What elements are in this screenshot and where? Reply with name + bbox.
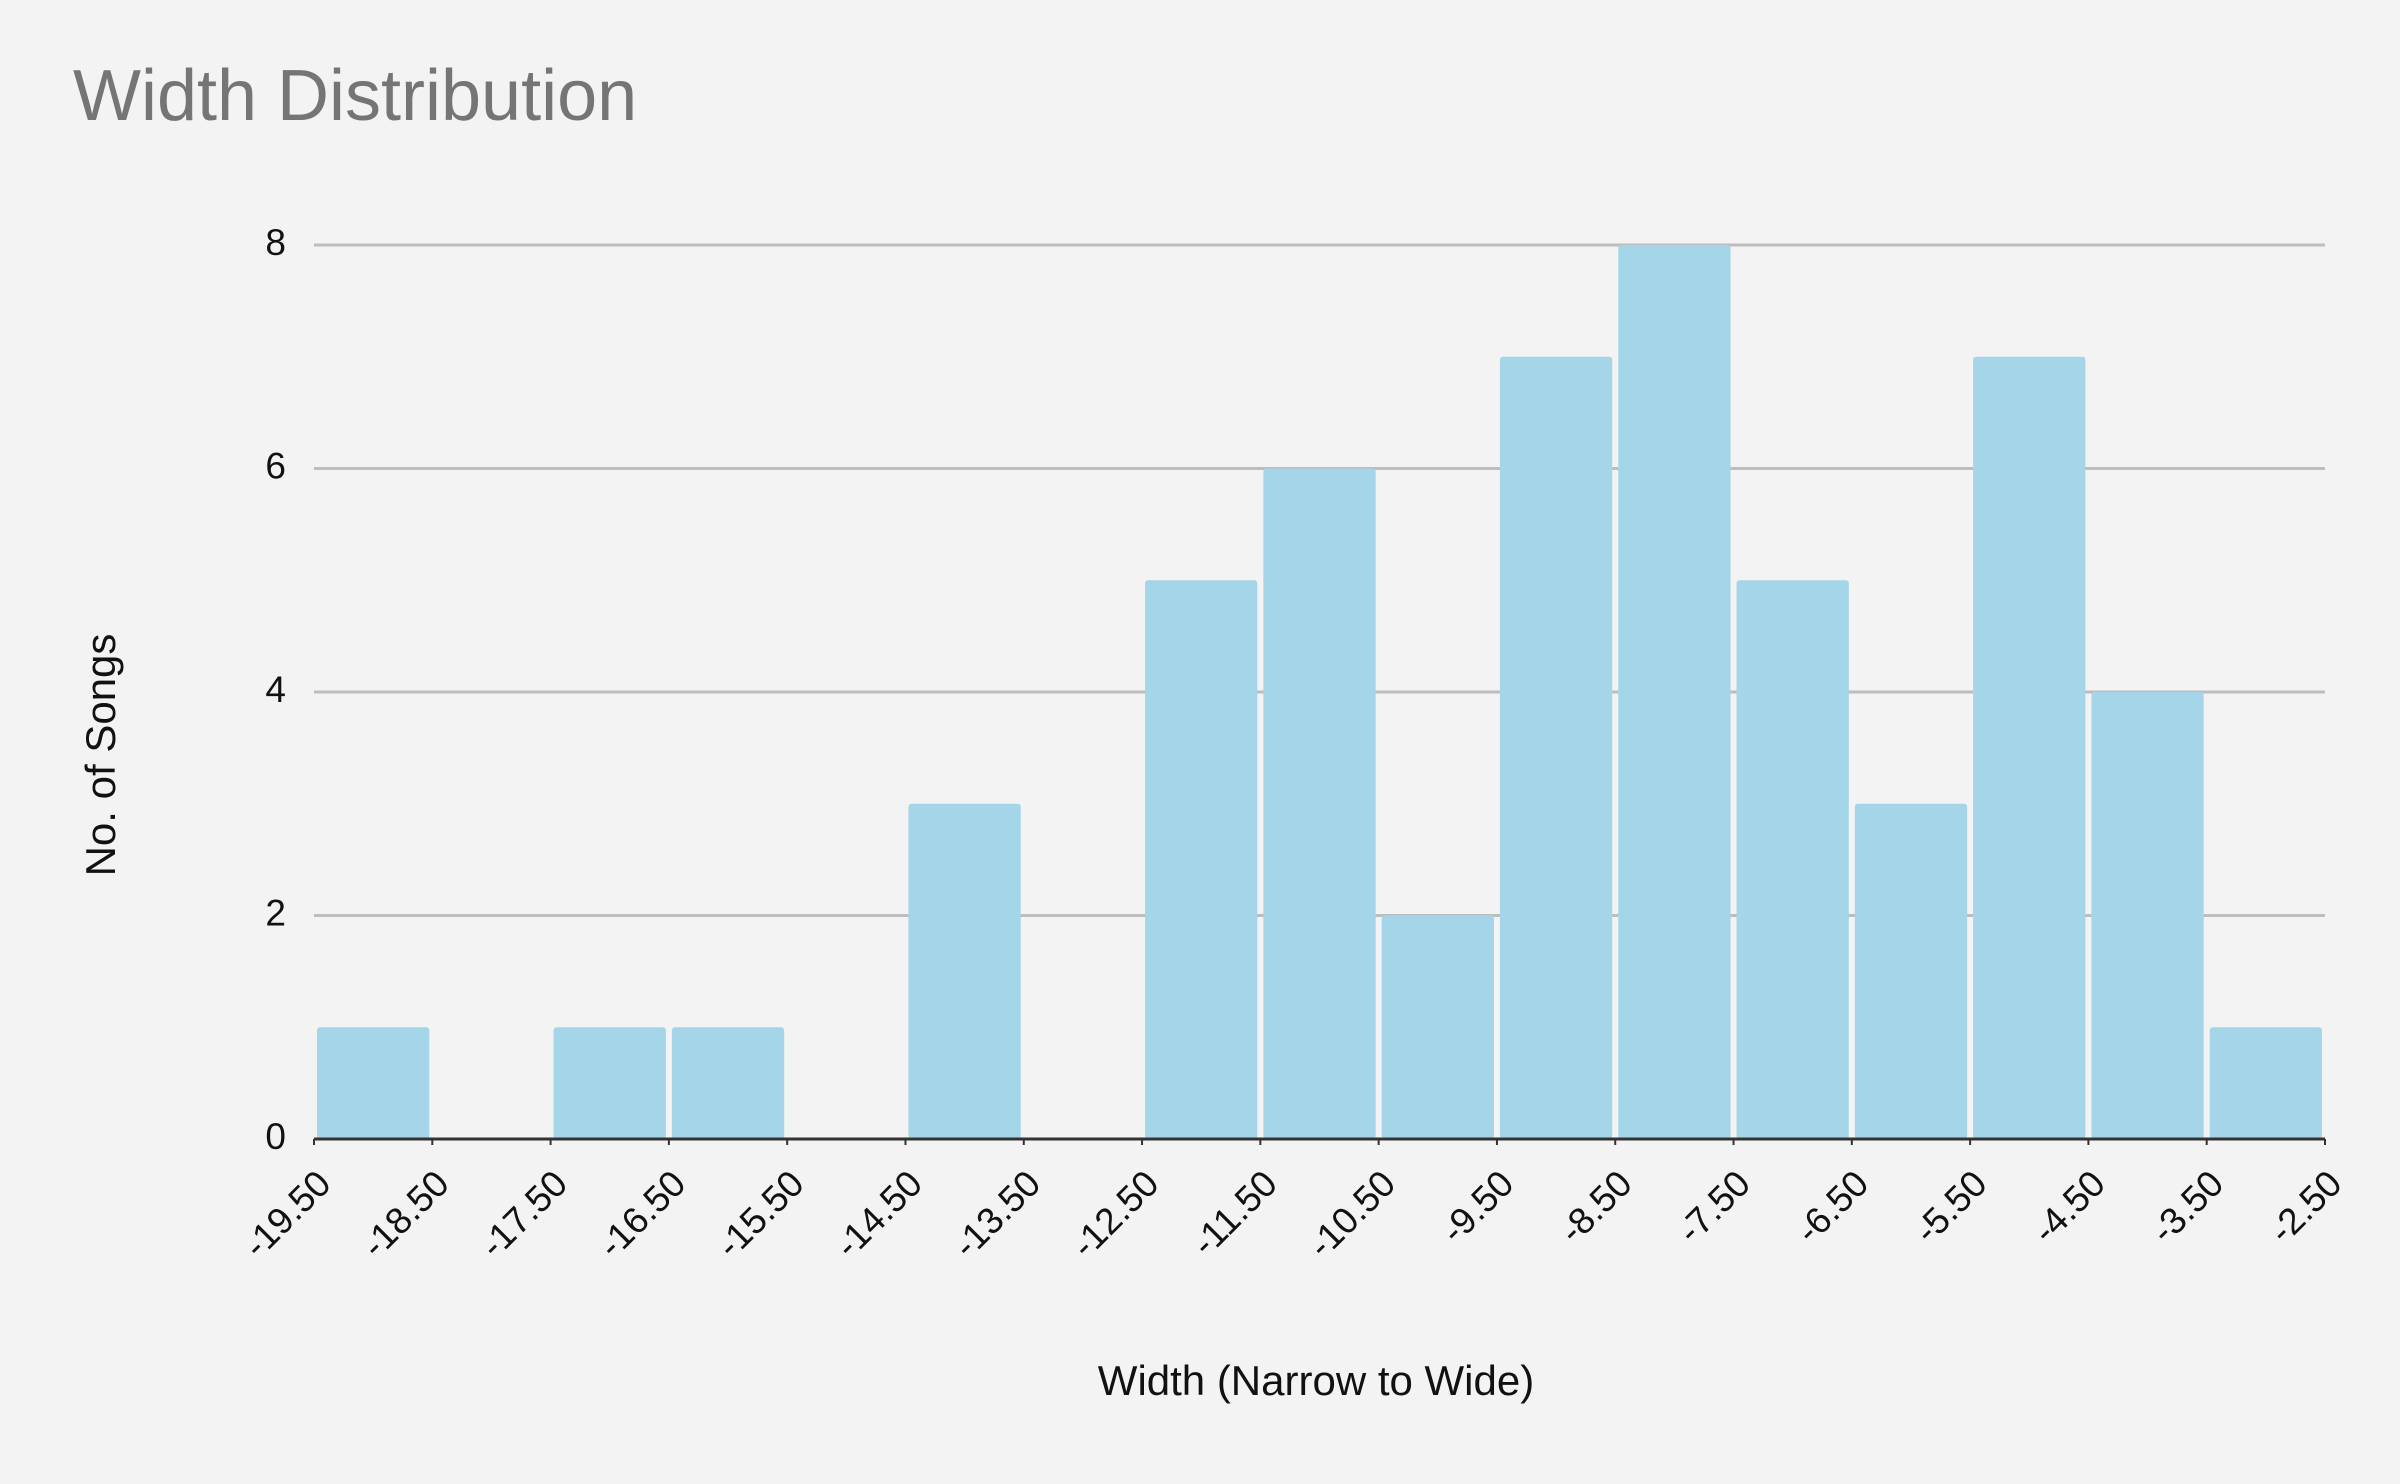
bar [671, 1027, 785, 1139]
chart-title: Width Distribution [73, 56, 637, 136]
x-tick-label: -13.50 [945, 1163, 1048, 1266]
x-tick-label: -3.50 [2143, 1163, 2232, 1252]
y-axis-title: No. of Songs [77, 634, 124, 877]
bar [1381, 915, 1494, 1139]
bar [1973, 356, 2086, 1139]
x-tick-label: -9.50 [1433, 1163, 1522, 1252]
bar [2209, 1027, 2322, 1139]
y-tick-label: 8 [265, 222, 286, 263]
y-tick-label: 2 [265, 892, 286, 933]
x-tick-label: -7.50 [1669, 1163, 1758, 1252]
bar [2091, 692, 2204, 1139]
x-axis-title: Width (Narrow to Wide) [1098, 1357, 1534, 1404]
x-tick-label: -6.50 [1788, 1163, 1877, 1252]
x-tick-label: -19.50 [235, 1163, 338, 1266]
x-tick-label: -18.50 [354, 1163, 457, 1266]
y-tick-label: 6 [265, 445, 286, 486]
x-tick-label: -5.50 [1906, 1163, 1995, 1252]
bar [1499, 356, 1613, 1139]
x-tick-label: -14.50 [827, 1163, 930, 1266]
x-tick-label: -8.50 [1551, 1163, 1640, 1252]
x-tick-label: -10.50 [1300, 1163, 1403, 1266]
x-tick-label: -11.50 [1184, 1163, 1285, 1264]
y-tick-label: 4 [265, 669, 286, 710]
x-tick-label: -2.50 [2261, 1163, 2350, 1252]
x-tick-label: -4.50 [2024, 1163, 2113, 1252]
bar [317, 1027, 430, 1139]
x-tick-label: -17.50 [472, 1163, 575, 1266]
bar [1263, 468, 1376, 1139]
bar [1854, 803, 1968, 1139]
bar [1145, 580, 1258, 1139]
bar [553, 1027, 666, 1139]
x-tick-label: -12.50 [1063, 1163, 1166, 1266]
x-tick-label: -15.50 [709, 1163, 812, 1266]
x-tick-label: -16.50 [590, 1163, 693, 1266]
bar [1618, 245, 1731, 1139]
y-tick-label: 0 [265, 1116, 286, 1157]
bar [908, 803, 1021, 1139]
bar [1736, 580, 1849, 1139]
